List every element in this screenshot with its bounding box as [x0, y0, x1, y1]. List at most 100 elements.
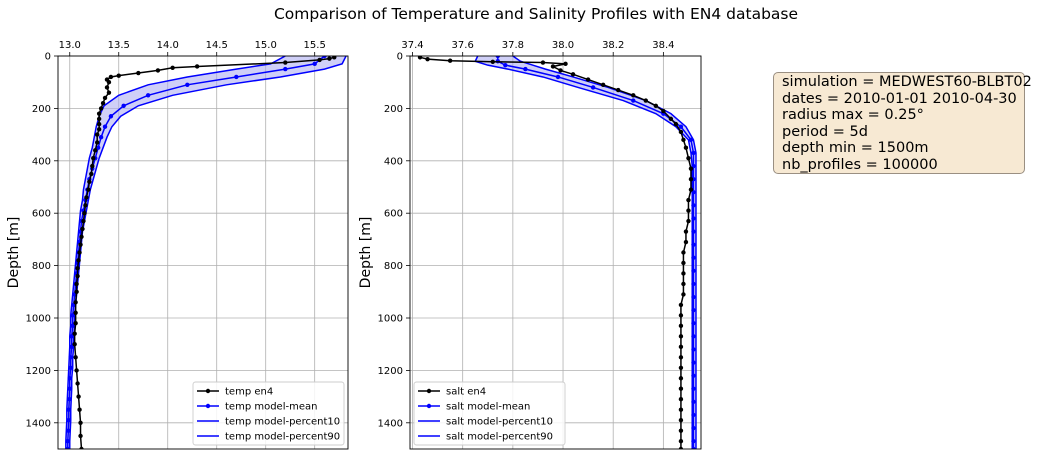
- data-point: [691, 386, 696, 391]
- data-point: [681, 271, 686, 276]
- x-tick-label: 14.0: [157, 40, 179, 51]
- series-temp-en4: [72, 56, 337, 449]
- y-tick-label: 1200: [378, 366, 403, 377]
- data-point: [82, 211, 87, 216]
- data-point: [678, 124, 684, 129]
- data-point: [678, 376, 684, 381]
- data-point: [74, 368, 79, 373]
- data-point: [72, 331, 77, 336]
- data-point: [69, 344, 74, 350]
- data-point: [75, 273, 80, 279]
- x-tick-label: 38.4: [652, 40, 674, 51]
- x-tick-label: 38.0: [552, 40, 574, 51]
- y-tick-label: 1000: [26, 314, 51, 325]
- data-point: [558, 68, 563, 73]
- data-point: [90, 163, 95, 169]
- series-salt-model-percent90: [512, 56, 697, 449]
- data-point: [490, 59, 495, 64]
- x-tick-label: 13.5: [108, 40, 130, 51]
- data-point: [683, 239, 689, 245]
- data-point: [68, 355, 73, 360]
- x-tick-label: 14.5: [206, 40, 228, 51]
- data-point: [66, 417, 71, 423]
- data-point: [100, 100, 106, 106]
- data-point: [681, 137, 686, 143]
- data-point: [70, 313, 75, 318]
- data-point: [688, 176, 694, 182]
- data-point: [678, 407, 684, 412]
- x-tick-label: 15.0: [255, 40, 277, 51]
- data-point: [661, 108, 666, 114]
- data-point: [683, 229, 689, 234]
- data-point: [540, 60, 546, 65]
- data-point: [83, 203, 88, 208]
- data-point: [678, 397, 684, 402]
- data-point: [691, 229, 696, 234]
- data-point: [93, 148, 98, 153]
- data-point: [96, 111, 102, 116]
- data-point: [65, 438, 70, 444]
- data-point: [66, 428, 71, 433]
- data-point: [81, 218, 86, 224]
- legend-frame: [413, 381, 566, 446]
- data-point: [691, 425, 696, 431]
- data-point: [76, 258, 81, 263]
- x-tick-label: 37.4: [401, 40, 423, 51]
- data-point: [631, 93, 636, 98]
- info-nb-profiles: nb_profiles = 100000: [782, 156, 938, 173]
- data-point: [691, 360, 696, 365]
- series-line: [67, 56, 325, 449]
- data-point: [691, 412, 696, 418]
- data-point: [691, 399, 696, 405]
- data-point: [73, 355, 78, 360]
- data-point: [691, 150, 696, 156]
- y-tick-label: 400: [384, 156, 403, 167]
- data-point: [678, 365, 684, 370]
- data-point: [678, 386, 684, 391]
- data-point: [686, 197, 691, 203]
- data-point: [691, 321, 696, 326]
- data-point: [678, 344, 684, 350]
- data-point: [96, 116, 102, 122]
- data-point: [78, 242, 83, 247]
- data-point: [425, 56, 430, 62]
- data-point: [691, 255, 696, 260]
- y-tick-label: 0: [45, 52, 51, 63]
- data-point: [590, 85, 596, 90]
- data-point: [678, 446, 684, 449]
- data-point: [681, 250, 686, 255]
- data-point: [73, 321, 78, 326]
- legend: temp en4 temp model-mean temp model-percen…: [192, 381, 345, 446]
- data-point: [74, 281, 79, 287]
- data-point: [96, 127, 102, 132]
- data-point: [683, 145, 689, 150]
- legend-label: salt model-percent90: [446, 432, 553, 443]
- data-point: [686, 218, 691, 224]
- data-point: [87, 179, 92, 184]
- data-point: [691, 347, 696, 352]
- legend-frame: [192, 381, 345, 446]
- legend-label: salt model-percent10: [446, 417, 553, 428]
- data-point: [67, 376, 72, 381]
- y-tick-label: 0: [397, 52, 403, 63]
- series-line: [497, 56, 695, 449]
- data-point: [555, 74, 561, 80]
- data-point: [108, 74, 114, 80]
- data-point: [678, 302, 684, 308]
- data-point: [283, 60, 288, 65]
- data-point: [67, 386, 72, 391]
- data-point: [155, 68, 161, 73]
- data-point: [691, 438, 696, 444]
- legend-marker: [426, 403, 432, 409]
- x-tick-label: 38.2: [602, 40, 624, 51]
- data-point: [68, 365, 73, 370]
- data-point: [678, 129, 684, 135]
- legend-label: temp model-percent10: [225, 417, 340, 428]
- data-point: [691, 268, 696, 274]
- data-point: [108, 114, 114, 119]
- info-period: period = 5d: [782, 123, 868, 140]
- legend-marker: [205, 403, 211, 409]
- data-point: [691, 373, 696, 378]
- x-tick-label: 13.0: [59, 40, 81, 51]
